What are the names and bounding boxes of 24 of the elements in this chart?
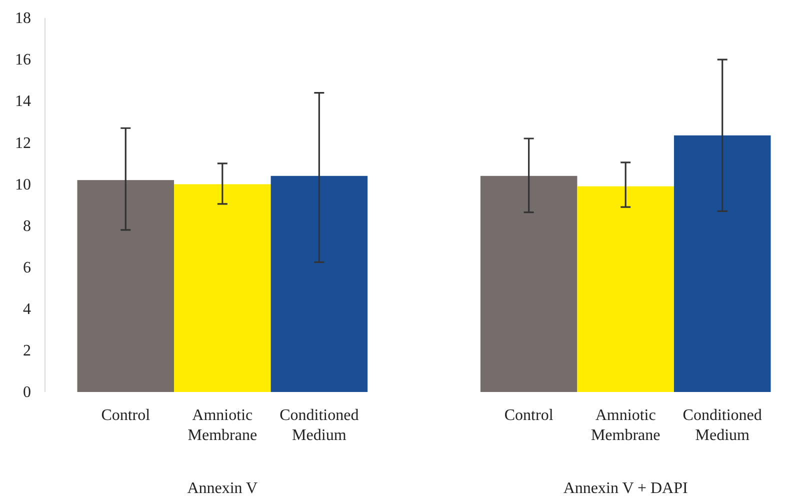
bar <box>480 176 578 392</box>
text: Control <box>504 407 554 424</box>
y-tick-label: 6 <box>23 259 31 276</box>
y-tick-label: 16 <box>15 52 31 69</box>
y-tick-label: 14 <box>15 93 31 110</box>
bar <box>77 180 174 392</box>
series-label: Control <box>101 407 151 424</box>
y-tick-label: 4 <box>23 301 31 318</box>
text: Amniotic Membrane <box>590 407 660 444</box>
x-tick-label: Annexin V <box>187 480 258 497</box>
series-label: Amniotic Membrane <box>188 407 258 444</box>
y-tick-label: 8 <box>23 218 31 235</box>
bar <box>270 176 368 392</box>
y-tick-label: 2 <box>23 342 31 360</box>
bar <box>674 135 771 392</box>
y-tick-label: 10 <box>15 176 31 194</box>
bar <box>174 184 271 392</box>
bar <box>577 186 674 392</box>
y-tick-label: 18 <box>15 10 31 28</box>
series-label: Conditioned Medium <box>280 407 359 444</box>
x-tick-label: Annexin V + DAPI <box>563 480 688 497</box>
y-tick-label: 0 <box>23 384 31 402</box>
y-tick-label: 12 <box>15 134 31 152</box>
text: Conditioned Medium <box>682 407 762 444</box>
